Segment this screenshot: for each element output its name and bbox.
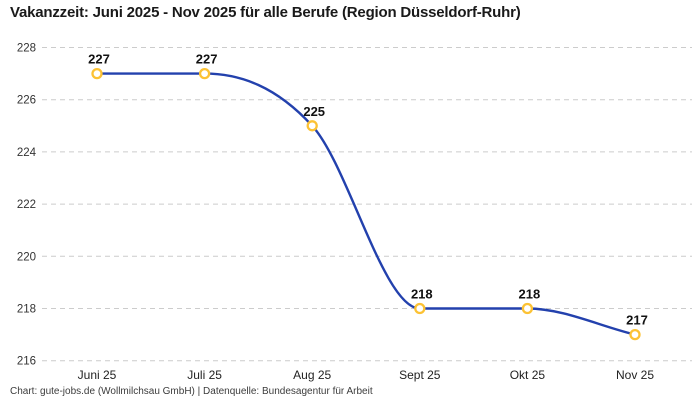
data-point-marker[interactable]	[306, 120, 318, 132]
y-tick-label: 220	[17, 251, 36, 263]
data-point-label: 217	[626, 313, 648, 328]
data-point-marker[interactable]	[414, 302, 426, 315]
x-tick-label: Sept 25	[399, 368, 441, 382]
chart-title: Vakanzzeit: Juni 2025 - Nov 2025 für all…	[10, 4, 521, 21]
data-point-marker[interactable]	[91, 67, 103, 80]
x-tick-label: Juli 25	[187, 368, 222, 382]
data-point-label: 218	[519, 287, 541, 302]
y-tick-label: 218	[17, 304, 36, 316]
y-tick-label: 222	[17, 199, 36, 211]
data-point-label: 227	[88, 52, 110, 67]
data-point-label: 218	[411, 287, 433, 302]
chart-credit: Chart: gute-jobs.de (Wollmilchsau GmbH) …	[10, 386, 373, 397]
x-tick-label: Aug 25	[293, 368, 331, 382]
y-tick-label: 226	[17, 95, 36, 107]
x-tick-label: Okt 25	[510, 368, 546, 382]
x-tick-label: Nov 25	[616, 368, 654, 382]
data-point-marker[interactable]	[629, 328, 641, 341]
y-tick-label: 228	[17, 43, 36, 55]
y-tick-label: 216	[17, 356, 36, 368]
data-point-marker[interactable]	[521, 302, 534, 315]
data-point-marker[interactable]	[198, 67, 211, 80]
data-point-label: 225	[303, 104, 325, 119]
x-tick-label: Juni 25	[78, 368, 117, 382]
data-point-label: 227	[196, 52, 218, 67]
y-tick-label: 224	[17, 147, 37, 159]
